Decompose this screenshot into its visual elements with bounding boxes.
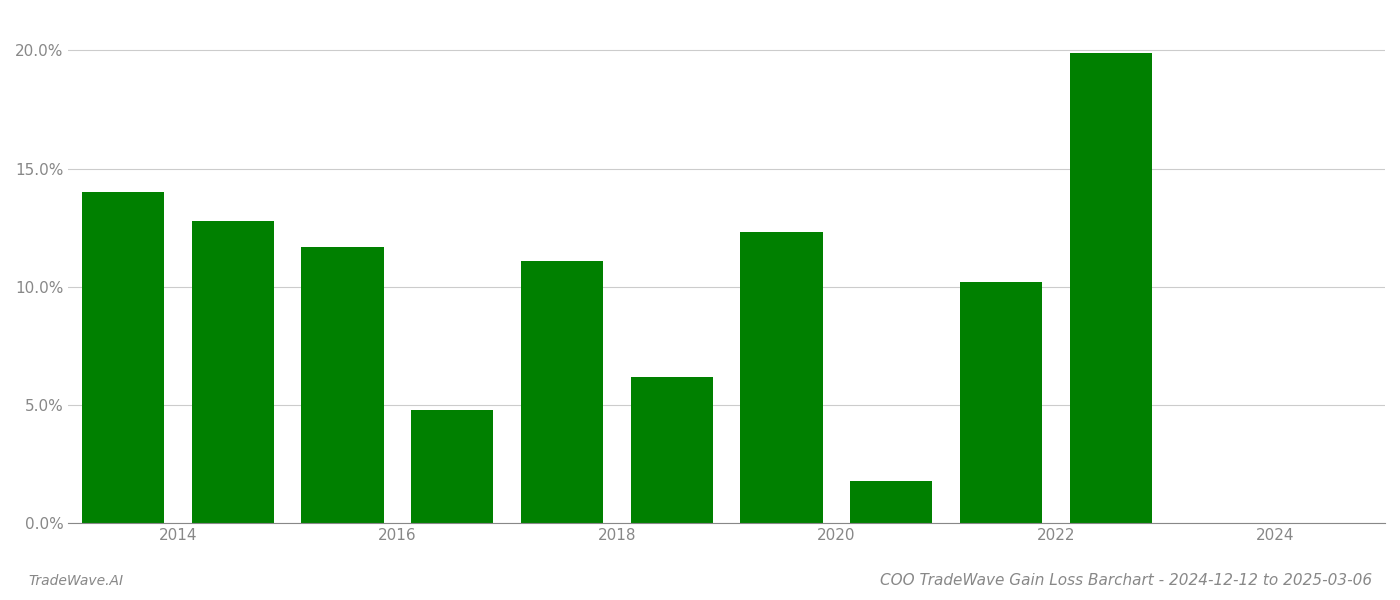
Bar [412, 410, 493, 523]
Bar [301, 247, 384, 523]
Bar [850, 481, 932, 523]
Bar [1070, 53, 1152, 523]
Text: COO TradeWave Gain Loss Barchart - 2024-12-12 to 2025-03-06: COO TradeWave Gain Loss Barchart - 2024-… [879, 573, 1372, 588]
Bar [521, 261, 603, 523]
Bar [960, 282, 1042, 523]
Bar [741, 232, 823, 523]
Bar [192, 221, 274, 523]
Bar [630, 377, 713, 523]
Text: TradeWave.AI: TradeWave.AI [28, 574, 123, 588]
Bar [83, 192, 164, 523]
